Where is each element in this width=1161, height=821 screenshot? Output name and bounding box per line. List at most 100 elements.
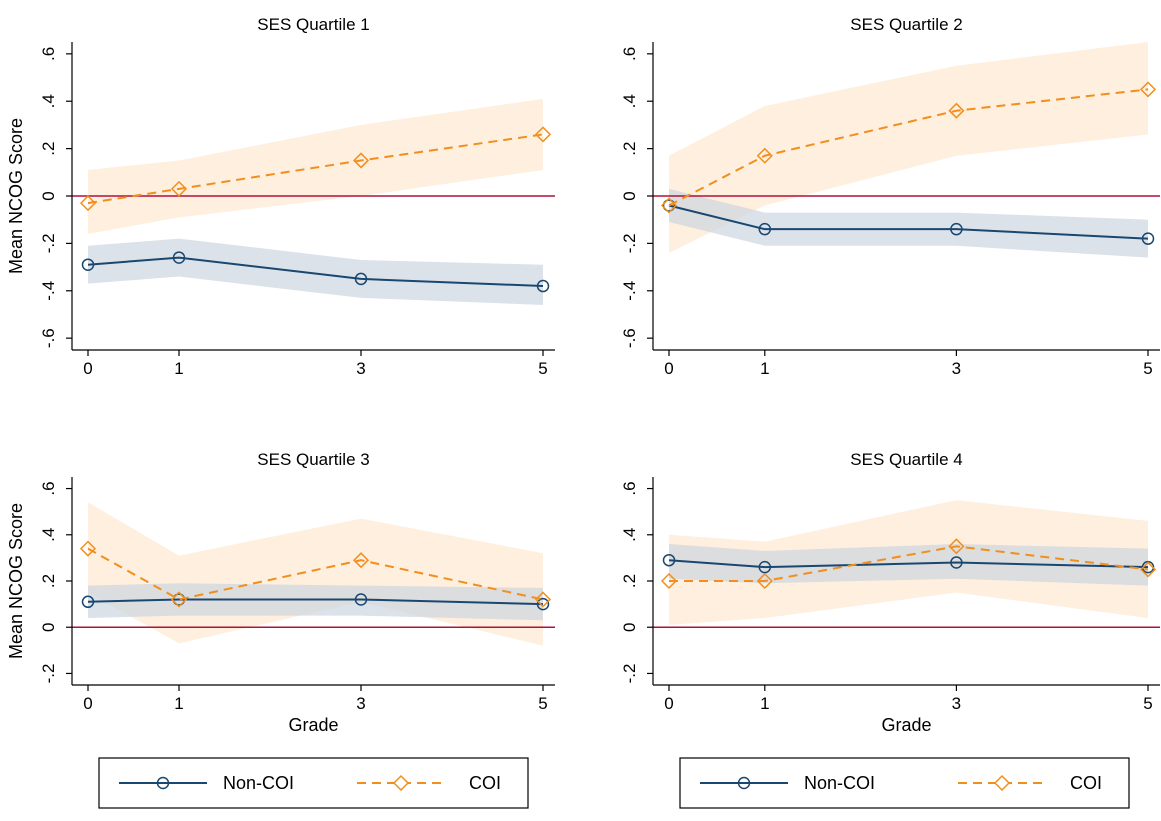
y-tick-label: 0 [620,191,639,200]
ci-band-non-coi [669,188,1148,258]
y-tick-label: -.4 [39,281,58,301]
ci-band-coi [88,98,543,234]
data-point-non-coi [758,560,772,574]
data-point-coi [948,102,965,119]
x-tick-label: 1 [174,694,183,713]
y-tick-label: 0 [620,622,639,631]
panel-2: SES Quartile 2 -.6 -.4 -.2 0 .2 .4 .6 0 1 3 5 [620,15,1160,378]
x-tick-label: 0 [83,694,92,713]
y-tick-label: .6 [620,47,639,61]
x-tick-label: 5 [538,359,547,378]
y-axis-label: Mean NCOG Score [6,118,26,274]
x-tick-label: 5 [1143,694,1152,713]
data-point-coi [79,540,97,557]
panel-3: SES Quartile 3 -.2 0 .2 .4 .6 0 1 3 5 Mean NCOG Sc… [6,450,555,735]
legend-2: Non-COI COI [679,757,1130,809]
x-axis-label: Grade [288,715,338,735]
y-tick-label: .6 [620,481,639,495]
data-point-non-coi [536,279,550,293]
y-tick-label: .4 [620,528,639,542]
data-point-coi [534,126,552,143]
data-point-coi [756,572,773,590]
panel-1: SES Quartile 1 -.6 -.4 -.2 0 .2 .4 .6 0 1 3 5 Mean N… [6,15,555,378]
x-tick-label: 5 [1143,359,1152,378]
y-tick-label: -.2 [39,664,58,684]
data-point-coi [170,180,188,197]
series-line-coi [669,545,1149,582]
panel-title: SES Quartile 2 [850,15,962,34]
x-tick-label: 1 [760,359,769,378]
panel-4: SES Quartile 4 -.2 0 .2 .4 .6 0 1 3 5 Grade [620,450,1160,735]
legend-label-non-coi: Non-COI [804,773,875,793]
y-tick-label: 0 [39,622,58,631]
data-point-non-coi [950,222,963,236]
data-point-coi [534,591,552,608]
y-tick-label: -.4 [620,281,639,301]
x-axis-label: Grade [881,715,931,735]
ci-band-coi [669,42,1148,253]
ci-band-non-coi [88,238,543,305]
panel-title: SES Quartile 1 [257,15,369,34]
series-line-coi [668,88,1149,207]
data-point-non-coi [758,222,772,236]
legend-label-coi: COI [1070,773,1102,793]
panel-title: SES Quartile 3 [257,450,369,469]
data-point-coi [756,147,773,164]
data-point-non-coi [81,595,95,609]
y-tick-label: 0 [39,191,58,200]
series-line-non-coi [87,256,544,288]
data-point-non-coi [662,199,676,212]
data-point-coi [660,572,678,590]
legend-key-marker-coi [392,774,410,792]
series-line-non-coi [668,204,1149,240]
data-point-non-coi [1141,232,1155,245]
legend-key-marker-coi [993,774,1011,792]
data-point-non-coi [172,251,186,264]
data-point-non-coi [354,593,368,606]
ci-band-coi [88,502,543,646]
x-tick-label: 3 [952,694,961,713]
y-tick-label: -.2 [620,664,639,684]
x-tick-label: 3 [356,694,365,713]
x-tick-label: 3 [356,359,365,378]
y-tick-label: .2 [39,142,58,156]
data-point-coi [1139,561,1157,578]
data-point-coi [352,152,370,169]
y-tick-label: .2 [620,142,639,156]
data-point-non-coi [81,258,95,271]
series-line-coi [87,547,544,601]
x-tick-label: 0 [83,359,92,378]
y-tick-label: -.2 [620,233,639,253]
data-point-non-coi [662,553,676,567]
y-axis-label: Mean NCOG Score [6,503,26,659]
data-point-non-coi [172,593,186,606]
data-point-coi [79,195,97,212]
y-tick-label: -.6 [620,328,639,348]
series-line-non-coi [87,598,544,606]
x-tick-label: 3 [952,359,961,378]
y-tick-label: -.2 [39,233,58,253]
data-point-non-coi [950,556,963,569]
y-tick-label: .4 [620,94,639,108]
x-tick-label: 5 [538,694,547,713]
x-tick-label: 1 [760,694,769,713]
x-tick-label: 0 [664,694,673,713]
y-tick-label: .6 [39,481,58,495]
data-point-non-coi [354,272,368,286]
y-tick-label: .4 [39,528,58,542]
y-tick-label: .4 [39,94,58,108]
x-tick-label: 0 [664,359,673,378]
data-point-coi [1139,81,1157,98]
series-line-coi [87,133,544,205]
data-point-coi [660,197,678,214]
data-point-non-coi [536,597,550,611]
data-point-coi [352,552,370,569]
data-point-coi [948,538,965,555]
series-line-non-coi [668,559,1149,569]
ci-band-non-coi [88,583,543,621]
y-tick-label: .2 [39,574,58,588]
legend-label-non-coi: Non-COI [223,773,294,793]
panel-title: SES Quartile 4 [850,450,962,469]
y-tick-label: .6 [39,47,58,61]
